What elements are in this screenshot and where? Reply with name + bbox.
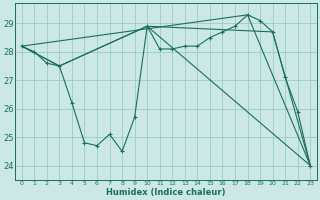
X-axis label: Humidex (Indice chaleur): Humidex (Indice chaleur): [106, 188, 226, 197]
